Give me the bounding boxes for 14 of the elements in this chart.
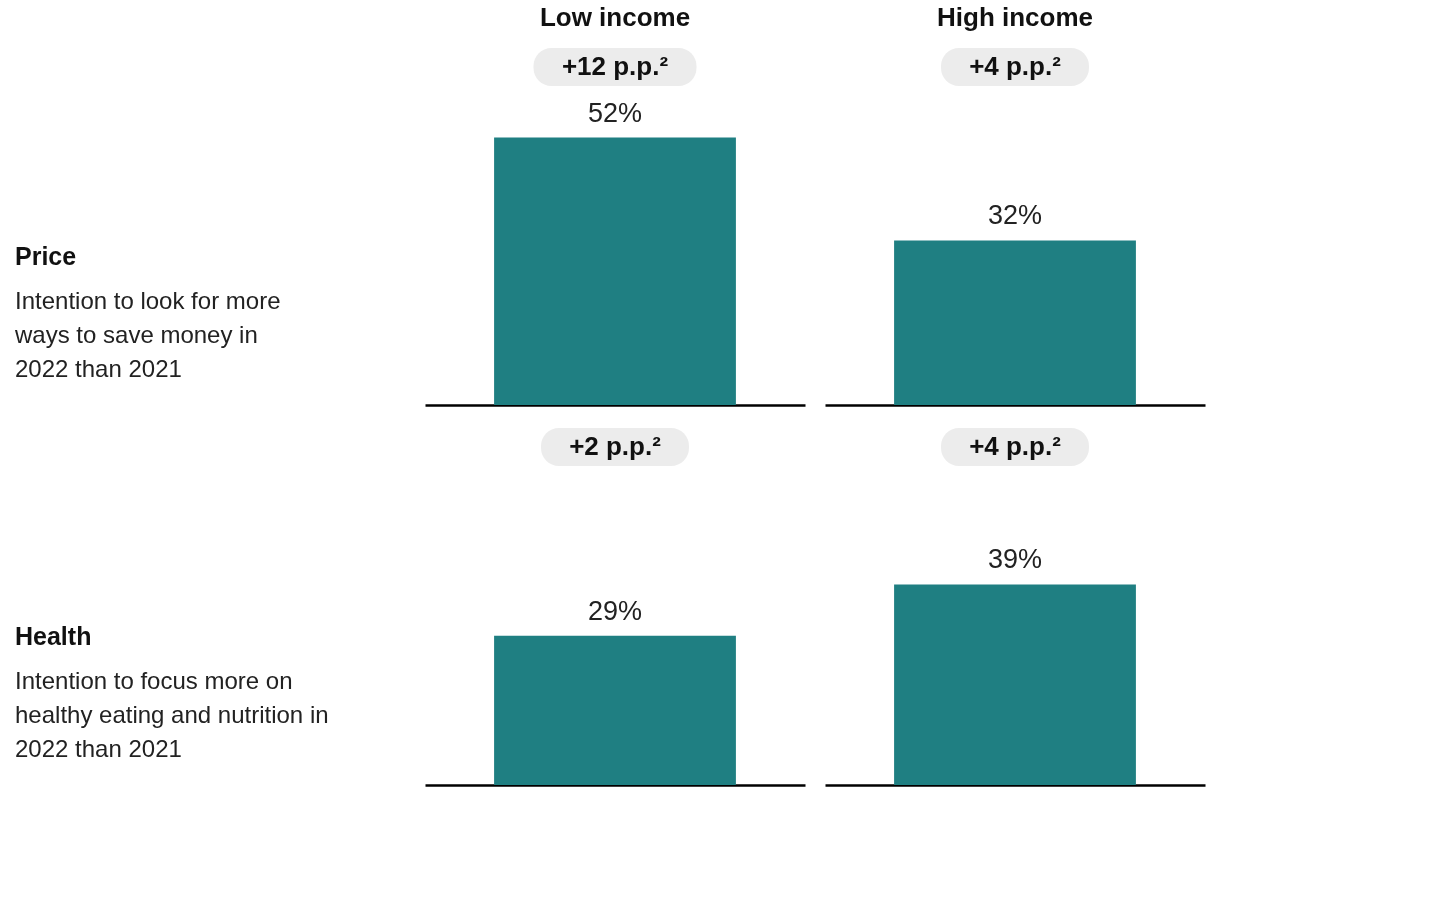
text: Health	[15, 622, 92, 650]
text: Price	[15, 242, 77, 270]
annotation: +4 p.p.²	[969, 51, 1062, 81]
data-label: 39%	[987, 544, 1043, 575]
annotation: +12 p.p.²	[561, 51, 669, 81]
data-label: 29%	[587, 595, 643, 626]
data-label: 52%	[587, 97, 643, 128]
data-label: 32%	[987, 200, 1043, 231]
text: Intention to focus more on healthy eating and nutrition in 2022 than 2021	[15, 667, 329, 762]
annotation: +4 p.p.²	[969, 431, 1062, 461]
text: Intention to look for more ways to save money in 2022 than 2021	[14, 287, 281, 382]
annotation: +2 p.p.²	[569, 431, 662, 461]
chart-title: High income	[936, 2, 1094, 32]
chart-title: Low income	[539, 2, 691, 32]
